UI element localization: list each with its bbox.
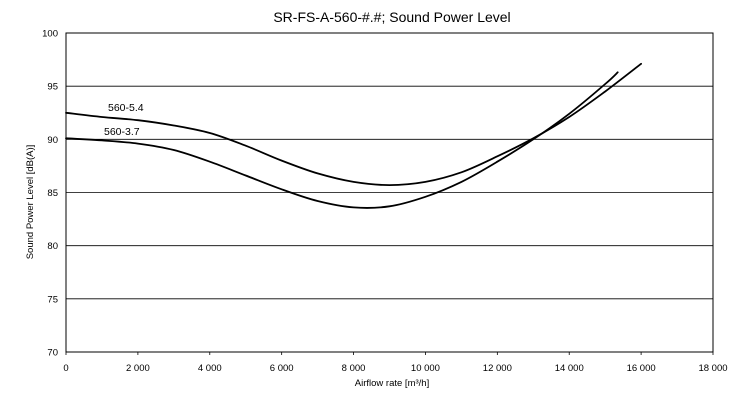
plot-frame bbox=[65, 32, 714, 353]
x-tick-label: 18 000 bbox=[698, 363, 727, 374]
x-axis-label: Airflow rate [m³/h] bbox=[355, 378, 429, 389]
x-tick-label: 0 bbox=[63, 363, 68, 374]
x-tick-labels: 0 2 000 4 000 6 000 8 000 10 000 12 000 14 000 1… bbox=[63, 352, 728, 374]
y-tick-label: 75 bbox=[47, 294, 58, 305]
x-tick-label: 2 000 bbox=[126, 363, 150, 374]
x-tick-label: 4 000 bbox=[198, 363, 222, 374]
y-tick-label: 85 bbox=[47, 188, 58, 199]
y-tick-label: 90 bbox=[47, 135, 58, 146]
x-tick-label: 14 000 bbox=[555, 363, 584, 374]
series-label: 560-3.7 bbox=[104, 126, 140, 138]
grid-lines bbox=[66, 85, 713, 300]
series-label: 560-5.4 bbox=[108, 102, 144, 114]
y-tick-label: 70 bbox=[47, 348, 58, 359]
chart-title: SR-FS-A-560-#.#; Sound Power Level bbox=[273, 9, 510, 25]
x-tick-label: 6 000 bbox=[270, 363, 294, 374]
series-labels: 560-5.4 560-3.7 bbox=[104, 102, 144, 138]
y-tick-label: 80 bbox=[47, 241, 58, 252]
y-tick-labels: 70 75 80 85 90 95 100 bbox=[42, 29, 58, 359]
x-tick-label: 8 000 bbox=[342, 363, 366, 374]
y-axis-label: Sound Power Level [dB(A)] bbox=[25, 145, 36, 260]
y-tick-label: 100 bbox=[42, 29, 58, 40]
series-line bbox=[65, 71, 619, 209]
y-tick-label: 95 bbox=[47, 82, 58, 93]
x-tick-label: 10 000 bbox=[411, 363, 440, 374]
x-tick-label: 16 000 bbox=[627, 363, 656, 374]
series-layer bbox=[65, 62, 642, 209]
x-tick-label: 12 000 bbox=[483, 363, 512, 374]
